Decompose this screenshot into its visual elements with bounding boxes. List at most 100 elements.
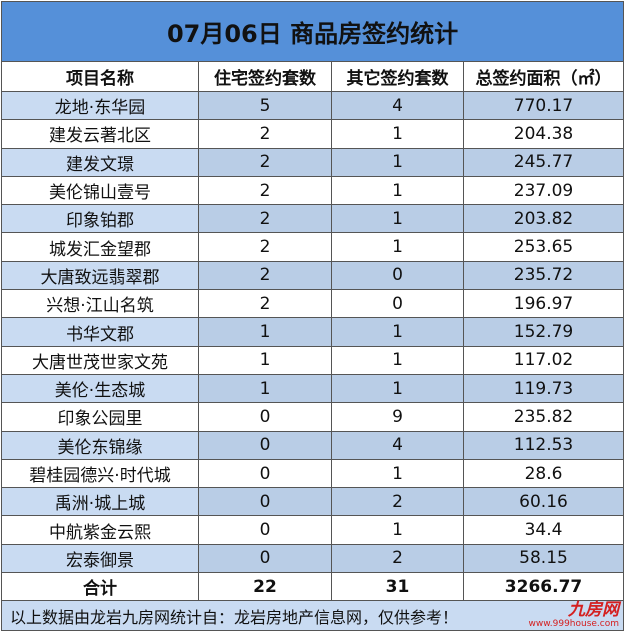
header-project: 项目名称 [1,61,199,92]
total-area: 60.16 [462,487,625,517]
table-row: 大唐世茂世家文苑 1 1 117.02 [1,345,625,375]
other-count: 1 [331,204,464,234]
residential-count: 0 [198,515,332,545]
total-area: 203.82 [462,204,625,234]
watermark-logo: 九房网 [568,600,620,621]
other-count: 1 [331,317,464,347]
other-count: 1 [331,175,464,206]
project-name: 宏泰御景 [1,543,199,574]
table-row: 印象铂郡 2 1 203.82 [1,204,625,234]
table-row: 城发汇金望郡 2 1 253.65 [1,232,625,262]
project-name: 中航紫金云熙 [1,515,199,545]
project-name: 美伦东锦缘 [1,430,199,460]
table-row: 大唐致远翡翠郡 2 0 235.72 [1,260,625,291]
watermark-url: www.999house.com [528,619,620,630]
residential-count: 1 [198,373,332,404]
project-name: 书华文郡 [1,317,199,347]
residential-count: 0 [198,543,332,574]
residential-count: 2 [198,289,332,319]
total-area: 245.77 [462,147,625,177]
footer-row: 以上数据由龙岩九房网统计自：龙岩房地产信息网，仅供参考！ 九房网 www.999ho… [0,600,625,631]
project-name: 美伦锦山壹号 [1,175,199,206]
total-area: 770.17 [462,90,625,121]
other-count: 0 [331,260,464,291]
total-area: 237.09 [462,175,625,206]
other-count: 0 [331,289,464,319]
project-name: 建发文璟 [1,147,199,177]
total-row: 合计 22 31 3266.77 [1,572,625,602]
residential-count: 1 [198,317,332,347]
total-area: 28.6 [462,458,625,489]
total-area: 58.15 [462,543,625,574]
total-cell: 3266.77 [462,572,625,602]
other-count: 4 [331,430,464,460]
footer-note: 以上数据由龙岩九房网统计自：龙岩房地产信息网，仅供参考！ [10,607,459,627]
total-area: 196.97 [462,289,625,319]
project-name: 印象公园里 [1,402,199,432]
other-count: 2 [331,543,464,574]
total-area: 112.53 [462,430,625,460]
table-row: 禹洲·城上城 0 2 60.16 [1,487,625,517]
total-area: 204.38 [462,119,625,149]
project-name: 兴想·江山名筑 [1,289,199,319]
residential-count: 1 [198,345,332,375]
residential-count: 0 [198,430,332,460]
header-area: 总签约面积（㎡） [462,61,625,92]
table-row: 印象公园里 0 9 235.82 [1,402,625,432]
table-row: 书华文郡 1 1 152.79 [1,317,625,347]
residential-count: 2 [198,232,332,262]
residential-count: 0 [198,487,332,517]
table-row: 碧桂园德兴·时代城 0 1 28.6 [1,458,625,489]
residential-count: 2 [198,147,332,177]
other-count: 1 [331,515,464,545]
residential-count: 5 [198,90,332,121]
other-count: 1 [331,345,464,375]
header-residential: 住宅签约套数 [198,61,332,92]
total-area: 119.73 [462,373,625,404]
project-name: 大唐致远翡翠郡 [1,260,199,291]
table-row: 建发文璟 2 1 245.77 [1,147,625,177]
total-cell: 合计 [1,572,199,602]
total-area: 235.82 [462,402,625,432]
project-name: 城发汇金望郡 [1,232,199,262]
table-row: 美伦·生态城 1 1 119.73 [1,373,625,404]
footer-cell: 以上数据由龙岩九房网统计自：龙岩房地产信息网，仅供参考！ 九房网 www.999ho… [0,600,625,631]
table-row: 美伦锦山壹号 2 1 237.09 [1,175,625,206]
watermark: 九房网 www.999house.com [528,600,620,630]
table-row: 建发云著北区 2 1 204.38 [1,119,625,149]
other-count: 1 [331,232,464,262]
residential-count: 2 [198,204,332,234]
table-row: 龙地·东华园 5 4 770.17 [1,90,625,121]
table-row: 宏泰御景 0 2 58.15 [1,543,625,574]
table-row: 兴想·江山名筑 2 0 196.97 [1,289,625,319]
project-name: 印象铂郡 [1,204,199,234]
total-area: 152.79 [462,317,625,347]
total-area: 117.02 [462,345,625,375]
total-area: 253.65 [462,232,625,262]
table-title: 07月06日 商品房签约统计 [0,1,625,62]
project-name: 美伦·生态城 [1,373,199,404]
residential-count: 2 [198,175,332,206]
other-count: 1 [331,373,464,404]
table-row: 中航紫金云熙 0 1 34.4 [1,515,625,545]
project-name: 禹洲·城上城 [1,487,199,517]
residential-count: 0 [198,458,332,489]
other-count: 4 [331,90,464,121]
residential-count: 2 [198,119,332,149]
header-other: 其它签约套数 [331,61,464,92]
other-count: 1 [331,458,464,489]
total-area: 235.72 [462,260,625,291]
residential-count: 2 [198,260,332,291]
other-count: 1 [331,119,464,149]
total-area: 34.4 [462,515,625,545]
total-cell: 31 [331,572,464,602]
other-count: 1 [331,147,464,177]
project-name: 碧桂园德兴·时代城 [1,458,199,489]
project-name: 建发云著北区 [1,119,199,149]
residential-count: 0 [198,402,332,432]
other-count: 2 [331,487,464,517]
footer-box: 以上数据由龙岩九房网统计自：龙岩房地产信息网，仅供参考！ 九房网 www.999ho… [2,601,623,630]
project-name: 大唐世茂世家文苑 [1,345,199,375]
total-cell: 22 [198,572,332,602]
